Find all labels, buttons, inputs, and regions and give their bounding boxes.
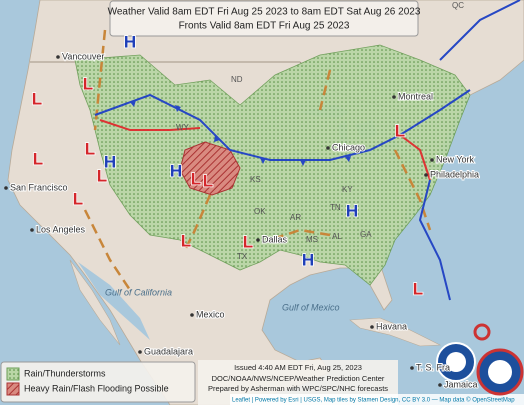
state-label: QC	[452, 1, 464, 10]
city-dot	[256, 238, 260, 242]
cuba	[349, 317, 442, 347]
cold-front-teeth	[130, 100, 351, 166]
place-label: Montreal	[398, 91, 433, 101]
state-label: MS	[306, 235, 318, 244]
pressure-center: L	[73, 189, 83, 208]
pressure-center: L	[33, 149, 43, 168]
pressure-center: H	[302, 250, 314, 269]
info-line: Prepared by Asherman with WPC/SPC/NHC fo…	[208, 384, 388, 393]
place-label: New York	[436, 154, 475, 164]
state-label: GA	[360, 230, 372, 239]
logos	[436, 323, 524, 396]
state-label: OK	[254, 207, 266, 216]
title-line: Weather Valid 8am EDT Fri Aug 25 2023 to…	[108, 7, 421, 18]
pressure-center: L	[85, 139, 95, 158]
baja	[69, 259, 121, 346]
place-label: Philadelphia	[430, 169, 479, 179]
pressure-center: L	[32, 89, 42, 108]
pressure-center: L	[395, 121, 405, 140]
pressure-center: L	[181, 231, 191, 250]
info-line: Issued 4:40 AM EDT Fri, Aug 25, 2023	[234, 363, 362, 372]
gulf-of-california	[78, 262, 150, 340]
place-label: Los Angeles	[36, 224, 86, 234]
legend-label: Heavy Rain/Flash Flooding Possible	[24, 383, 169, 393]
cold-front-east	[418, 0, 521, 301]
state-label: TX	[237, 252, 248, 261]
state-label: AL	[332, 232, 342, 241]
place-label: Jamaica	[444, 379, 478, 389]
place-label: Havana	[376, 321, 407, 331]
pressure-center: L	[97, 166, 107, 185]
city-dot	[138, 350, 142, 354]
state-label: ND	[231, 75, 243, 84]
legend-box	[0, 361, 196, 403]
pressure-center: L	[83, 74, 93, 93]
rain-area	[74, 44, 471, 286]
city-dot	[4, 186, 8, 190]
legend-label: Rain/Thunderstorms	[24, 368, 106, 378]
info-line: DOC/NOAA/NWS/NCEP/Weather Prediction Cen…	[212, 374, 385, 383]
legend-swatch	[6, 382, 20, 396]
city-dot	[370, 325, 374, 329]
warm-front	[99, 119, 431, 181]
heavy-rain-area	[179, 141, 241, 196]
pressure-center: H	[170, 161, 182, 180]
title-box	[109, 0, 419, 37]
water-label: Gulf of California	[105, 287, 172, 297]
place-label: San Francisco	[10, 182, 68, 192]
place-label: Dallas	[262, 234, 288, 244]
pressure-center: L	[203, 171, 213, 190]
place-label: Guadalajara	[144, 346, 193, 356]
attribution[interactable]: Leaflet | Powered by Esri | USGS, Map ti…	[232, 397, 515, 404]
place-label: Vancouver	[62, 51, 104, 61]
place-label: Mexico	[196, 309, 225, 319]
city-dot	[30, 228, 34, 232]
city-dot	[430, 158, 434, 162]
labels: Vancouver San Francisco Los Angeles Dallas C…	[4, 1, 480, 390]
water-label: Gulf of Mexico	[282, 302, 340, 312]
city-dot	[424, 173, 428, 177]
attribution-box	[230, 394, 524, 405]
city-dot	[56, 55, 60, 59]
pressure-center: H	[124, 32, 136, 51]
state-label: WY	[176, 123, 190, 132]
city-dot	[410, 366, 414, 370]
pressure-center: L	[191, 169, 201, 188]
pressure-center: L	[243, 232, 253, 251]
pressure-center: H	[346, 201, 358, 220]
city-dot	[438, 383, 442, 387]
place-label: Chicago	[332, 142, 365, 152]
city-dot	[326, 146, 330, 150]
pressure-center: L	[413, 279, 423, 298]
title-line: Fronts Valid 8am EDT Fri Aug 25 2023	[179, 21, 350, 32]
state-label: TN	[330, 203, 341, 212]
state-label: AR	[290, 213, 301, 222]
city-dot	[392, 95, 396, 99]
state-label: KS	[250, 175, 261, 184]
state-label: KY	[342, 185, 353, 194]
legend-swatch	[6, 367, 20, 381]
place-label: T. S. Fra	[416, 362, 450, 372]
city-dot	[190, 313, 194, 317]
pressure-center: H	[104, 152, 116, 171]
